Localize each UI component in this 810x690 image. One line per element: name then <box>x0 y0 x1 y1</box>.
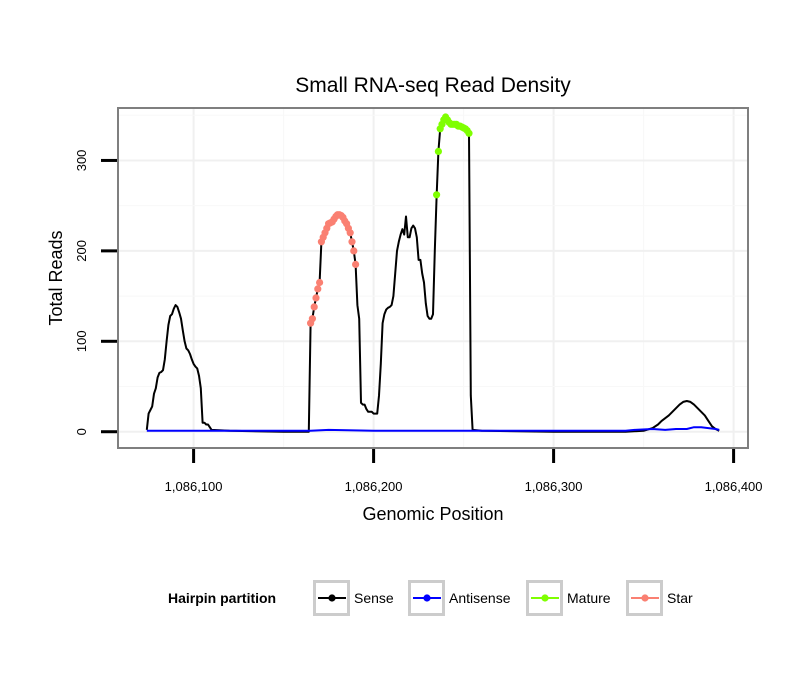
plot-border <box>117 107 749 449</box>
data-point-star <box>352 260 360 268</box>
data-point-star <box>346 229 354 237</box>
data-point-star <box>310 303 318 311</box>
data-point-star <box>308 315 316 323</box>
x-tick-label: 1,086,200 <box>345 479 403 494</box>
legend-item-star: Star <box>626 580 693 616</box>
x-tick-label: 1,086,100 <box>165 479 223 494</box>
data-point-star <box>350 247 358 255</box>
legend: Hairpin partition Sense Antisense Mature St… <box>168 580 693 616</box>
legend-key-point <box>328 594 336 602</box>
data-point-star <box>316 278 324 287</box>
chart-title: Small RNA-seq Read Density <box>295 74 571 97</box>
data-point-star <box>348 238 356 246</box>
y-tick-label: 300 <box>74 150 89 172</box>
x-tick-label: 1,086,300 <box>525 479 583 494</box>
legend-label: Star <box>667 590 693 606</box>
y-tick-label: 0 <box>74 428 89 435</box>
legend-label: Mature <box>567 590 611 606</box>
data-point-star <box>312 294 320 302</box>
legend-key-point <box>641 594 649 602</box>
series-points-star <box>307 211 360 327</box>
legend-item-mature: Mature <box>526 580 611 616</box>
x-axis-title: Genomic Position <box>362 504 503 524</box>
data-point-mature <box>465 129 473 137</box>
legend-key-point <box>541 594 549 602</box>
data-point-mature <box>434 147 442 155</box>
plot-background <box>118 108 748 448</box>
x-axis: 1,086,100 1,086,200 1,086,300 1,086,400 <box>165 449 763 494</box>
data-point-mature <box>433 191 441 199</box>
series-layer <box>145 113 720 433</box>
legend-item-sense: Sense <box>313 580 394 616</box>
y-axis-title: Total Reads <box>46 230 66 325</box>
legend-item-antisense: Antisense <box>408 580 511 616</box>
legend-items: Sense Antisense Mature Star <box>313 580 693 616</box>
series-points-mature <box>433 113 473 199</box>
y-axis: 0 100 200 300 <box>74 150 117 435</box>
series-line-antisense <box>146 426 720 432</box>
legend-label: Antisense <box>449 590 511 606</box>
y-tick-label: 200 <box>74 240 89 262</box>
legend-label: Sense <box>354 590 394 606</box>
plot-panel <box>117 107 749 449</box>
data-point-star <box>314 285 322 293</box>
legend-title: Hairpin partition <box>168 590 276 606</box>
y-tick-label: 100 <box>74 330 89 352</box>
legend-key-point <box>423 594 431 602</box>
x-tick-label: 1,086,400 <box>705 479 763 494</box>
